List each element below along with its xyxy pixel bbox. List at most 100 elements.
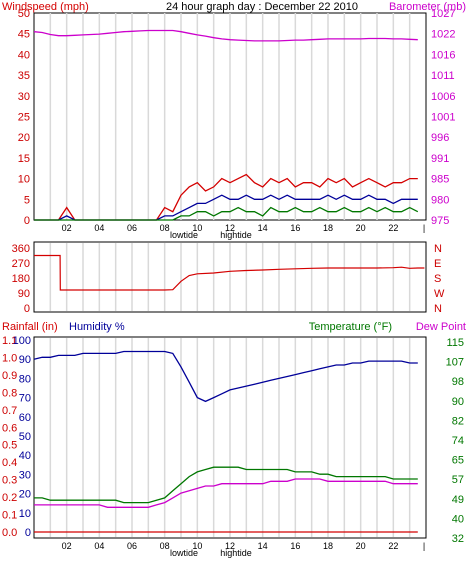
y-tick-label: 360 — [12, 243, 30, 255]
panel3-series — [33, 350, 418, 533]
y-tick-label: 1011 — [431, 70, 455, 82]
y-tick-label: 0.4 — [2, 457, 17, 469]
barometer-mb-line — [33, 29, 418, 42]
y-tick-label: 49 — [452, 494, 464, 506]
panel3-hightide-label: hightide — [220, 548, 252, 558]
y-tick-label: W — [434, 288, 445, 300]
y-tick-label: 985 — [431, 174, 449, 186]
y-tick-label: 74 — [452, 435, 464, 447]
panel1-right-axis-title: Barometer (mb) — [389, 1, 466, 13]
y-tick-label: 65 — [452, 455, 464, 467]
y-tick-label: 98 — [452, 376, 464, 388]
panel3-temp-ticks: 32 40 49 57 65 74 82 90 98 107 115 — [446, 337, 464, 545]
y-tick-label: 50 — [18, 8, 30, 20]
panel1-lowtide-label: lowtide — [170, 230, 198, 240]
y-tick-label: S — [434, 273, 441, 285]
y-tick-label: 980 — [431, 194, 449, 206]
panel3-temp-axis-title: Temperature (°F) — [309, 321, 392, 333]
y-tick-label: 0.3 — [2, 475, 17, 487]
y-tick-label: 30 — [18, 91, 30, 103]
y-tick-label: 40 — [19, 450, 31, 462]
y-tick-label: 0.1 — [2, 510, 17, 522]
y-tick-label: 90 — [19, 354, 31, 366]
temperature-f-line — [34, 466, 418, 504]
y-tick-label: 0.9 — [2, 370, 17, 382]
panel3-rain-ticks: 0.0 0.1 0.2 0.3 0.4 0.5 0.6 0.7 0.8 0.9 1.0 1.1 — [2, 335, 17, 539]
x-tick-label: 20 — [356, 541, 366, 551]
panel3-dewpoint-axis-title: Dew Point — [416, 321, 466, 333]
panel3-lowtide-label: lowtide — [170, 548, 198, 558]
y-tick-label: 40 — [452, 513, 464, 525]
x-tick-label: 12 — [225, 223, 235, 233]
dew-point-line — [34, 478, 418, 508]
y-tick-label: 90 — [18, 288, 30, 300]
y-tick-label: 1001 — [431, 112, 455, 124]
x-tick-label: 04 — [94, 223, 104, 233]
y-tick-label: 0 — [24, 303, 30, 315]
panel1-series — [33, 29, 419, 221]
y-tick-label: 0.5 — [2, 440, 17, 452]
x-tick-label: 16 — [290, 223, 300, 233]
y-tick-label: 57 — [452, 474, 464, 486]
panel2-grid — [49, 243, 411, 311]
panel2-series — [34, 254, 425, 291]
y-tick-label: 100 — [13, 335, 31, 347]
panel1-right-ticks: 975 980 985 991 996 1001 1006 1011 1016 1022 1027 — [431, 8, 455, 227]
y-tick-label: 115 — [446, 337, 464, 349]
page-title: 24 hour graph day : December 22 2010 — [166, 1, 358, 13]
y-tick-label: 1016 — [431, 49, 455, 61]
x-tick-label: 04 — [94, 541, 104, 551]
panel1-grid — [49, 13, 411, 220]
y-tick-label: 991 — [431, 153, 449, 165]
y-tick-label: N — [434, 243, 442, 255]
x-tick-label: 14 — [258, 223, 268, 233]
y-tick-label: 82 — [452, 415, 464, 427]
y-tick-label: 15 — [18, 153, 30, 165]
x-tick-label: 10 — [192, 223, 202, 233]
y-tick-label: 0.7 — [2, 405, 17, 417]
x-tick-label: | — [423, 223, 425, 233]
y-tick-label: 1.1 — [2, 335, 17, 347]
x-tick-label: 20 — [356, 223, 366, 233]
y-tick-label: 25 — [18, 112, 30, 124]
y-tick-label: 10 — [19, 508, 31, 520]
x-tick-label: 06 — [127, 541, 137, 551]
y-tick-label: 45 — [18, 29, 30, 41]
wind-direction-line — [34, 254, 425, 291]
x-tick-label: 12 — [225, 541, 235, 551]
x-tick-label: 14 — [258, 541, 268, 551]
y-tick-label: 0.0 — [2, 527, 17, 539]
x-tick-label: 06 — [127, 223, 137, 233]
y-tick-label: 1022 — [431, 29, 455, 41]
y-tick-label: 107 — [446, 357, 464, 369]
y-tick-label: 270 — [12, 258, 30, 270]
y-tick-label: 0 — [24, 215, 30, 227]
y-tick-label: 5 — [24, 194, 30, 206]
panel1-left-ticks: 0 5 10 15 20 25 30 35 40 45 50 — [18, 8, 30, 227]
y-tick-label: 0.6 — [2, 422, 17, 434]
y-tick-label: N — [434, 303, 442, 315]
x-tick-label: 10 — [192, 541, 202, 551]
panel3-rain-axis-title: Rainfall (in) — [2, 321, 58, 333]
y-tick-label: 975 — [431, 215, 449, 227]
x-tick-label: 02 — [62, 541, 72, 551]
y-tick-label: 35 — [18, 70, 30, 82]
y-tick-label: 1006 — [431, 91, 455, 103]
y-tick-label: 50 — [19, 431, 31, 443]
x-tick-label: 08 — [160, 223, 170, 233]
y-tick-label: 60 — [19, 412, 31, 424]
humidity-line — [33, 350, 418, 403]
y-tick-label: E — [434, 258, 441, 270]
y-tick-label: 20 — [18, 132, 30, 144]
y-tick-label: 70 — [19, 393, 31, 405]
x-tick-label: 22 — [388, 223, 398, 233]
y-tick-label: 32 — [452, 533, 464, 545]
x-tick-label: 16 — [290, 541, 300, 551]
panel2-degree-ticks: 0 90 180 270 360 — [12, 243, 30, 315]
panel1-hightide-label: hightide — [220, 230, 252, 240]
x-tick-label: | — [423, 541, 425, 551]
y-tick-label: 30 — [19, 469, 31, 481]
wind-gust-low-line — [34, 206, 419, 221]
x-tick-label: 02 — [62, 223, 72, 233]
